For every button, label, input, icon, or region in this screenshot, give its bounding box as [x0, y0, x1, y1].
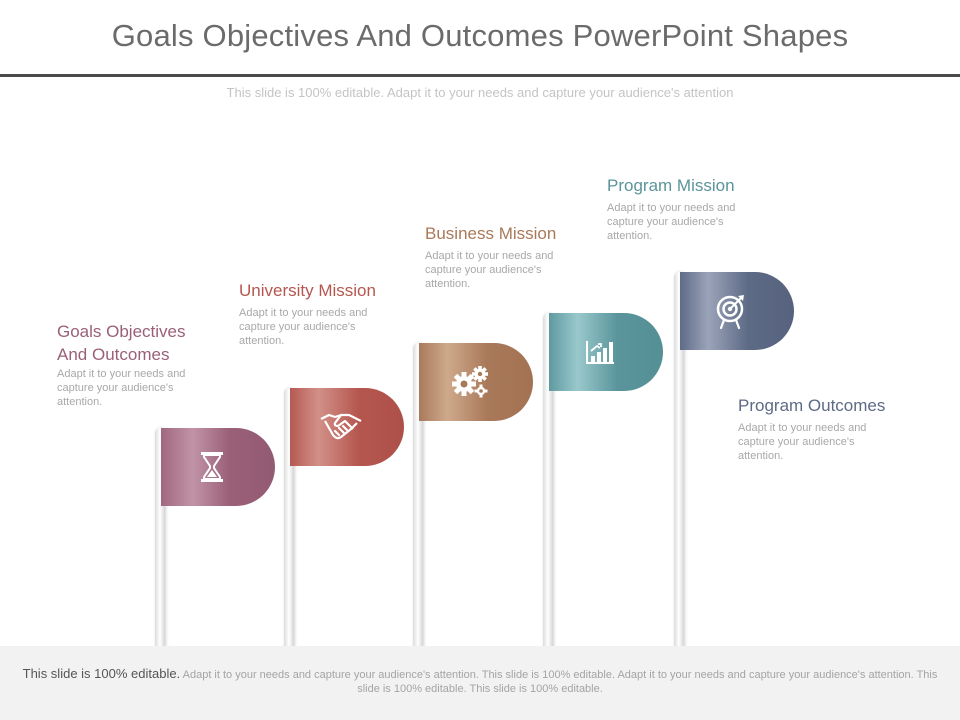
step-heading-program-mission: Program Mission — [607, 176, 735, 195]
step-desc-program-mission: Adapt it to your needs and capture your … — [607, 202, 736, 242]
step-heading-goals-line1: Goals Objectives — [57, 322, 186, 341]
step-heading-goals-line2: And Outcomes — [57, 345, 170, 364]
step-heading-program-outcomes: Program Outcomes — [738, 396, 886, 415]
handshake-icon — [320, 413, 362, 440]
bar-chart-icon — [586, 341, 614, 364]
step-flag-goals[interactable] — [161, 428, 275, 506]
footer-body: Adapt it to your needs and capture your … — [182, 669, 938, 695]
slide-subtitle: This slide is 100% editable. Adapt it to… — [226, 85, 734, 100]
post-2 — [284, 388, 294, 648]
gears-icon — [452, 366, 488, 398]
step-desc-university: Adapt it to your needs and capture your … — [239, 307, 368, 347]
step-heading-goals: Goals Objectives And Outcomes — [57, 320, 186, 366]
post-1 — [155, 428, 165, 648]
step-desc-goals: Adapt it to your needs and capture your … — [57, 368, 186, 408]
step-heading-business: Business Mission — [425, 224, 557, 243]
post-3 — [413, 343, 423, 648]
footer-bar — [0, 646, 960, 720]
title-divider — [0, 74, 960, 77]
step-flag-university[interactable] — [290, 388, 404, 466]
hourglass-icon — [201, 452, 223, 482]
target-icon — [716, 295, 744, 330]
step-flag-business[interactable] — [419, 343, 533, 421]
step-heading-university: University Mission — [239, 281, 376, 300]
step-desc-program-outcomes: Adapt it to your needs and capture your … — [738, 422, 867, 462]
step-flag-program-outcomes[interactable] — [680, 272, 794, 350]
step-flag-program-mission[interactable] — [549, 313, 663, 391]
post-4 — [543, 313, 553, 648]
step-desc-business: Adapt it to your needs and capture your … — [425, 250, 554, 290]
footer-text: This slide is 100% editable. Adapt it to… — [14, 667, 946, 696]
footer-lead: This slide is 100% editable. — [22, 666, 181, 681]
post-5 — [674, 272, 684, 648]
slide-title: Goals Objectives And Outcomes PowerPoint… — [111, 18, 849, 53]
